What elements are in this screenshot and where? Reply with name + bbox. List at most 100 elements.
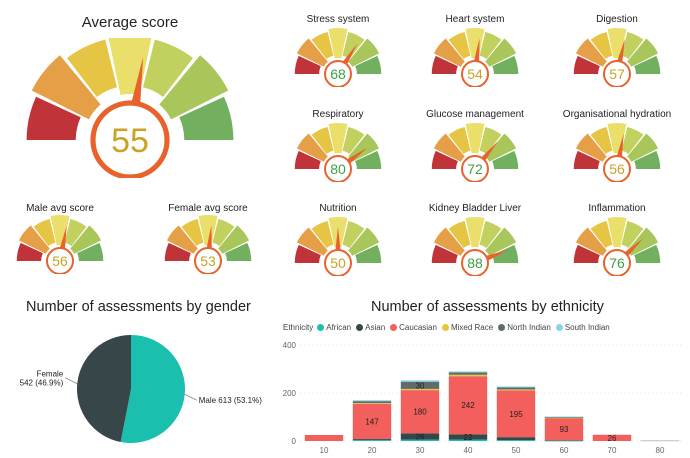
bar-segment-south-indian	[544, 416, 584, 418]
bar-segment-mixed-race	[544, 417, 584, 419]
gauge-band-segment	[433, 133, 465, 162]
gauge-band-segment	[634, 55, 661, 74]
gauge-value: 68	[330, 66, 346, 82]
gauge-band-segment	[485, 38, 517, 67]
x-tick-label: 70	[608, 446, 617, 455]
gauge-value: 54	[467, 66, 483, 82]
legend-item[interactable]: Asian	[356, 323, 385, 332]
gauge-value: 72	[467, 161, 483, 177]
gauge-band-segment	[492, 150, 519, 169]
gauge-band-segment	[26, 96, 81, 140]
gauge-band-segment	[348, 38, 380, 67]
gauge-band-segment	[573, 244, 600, 263]
pie-label: Male 613 (53.1%)	[199, 396, 262, 405]
legend-label: South Indian	[564, 323, 610, 332]
gauge-hub	[461, 155, 489, 182]
gauge-band-segment	[212, 219, 235, 247]
gauge-band-segment	[492, 244, 519, 263]
gauge-band-segment	[179, 96, 234, 140]
gauge-value: 50	[330, 255, 346, 271]
gauge-band-segment	[311, 32, 334, 60]
gauge-band-segment	[465, 123, 485, 154]
legend-swatch	[441, 324, 449, 331]
gauge-band-segment	[311, 127, 334, 155]
inflammation-gauge: 76	[573, 217, 661, 276]
system-gauge-title: Heart system	[445, 14, 505, 25]
gauge-band-segment	[355, 55, 382, 74]
legend-swatch	[356, 324, 364, 331]
gauge-value: 56	[609, 161, 625, 177]
gauge-band-segment	[431, 150, 458, 169]
legend-label: Asian	[365, 323, 386, 332]
gauge-band-segment	[143, 39, 194, 97]
pie-leader-line	[184, 393, 197, 401]
gauge-band-segment	[575, 227, 607, 256]
glucose-management-gauge: 72	[431, 123, 519, 182]
gauge-hub	[194, 247, 222, 274]
bar-segment-mixed-race	[352, 403, 392, 404]
female-gauge-title: Female avg score	[168, 203, 248, 214]
legend-swatch	[555, 324, 563, 331]
legend-label: African	[326, 323, 352, 332]
legend-item[interactable]: South Indian	[555, 323, 610, 332]
gauge-band-segment	[355, 150, 382, 169]
bar-segment-south-indian	[400, 380, 440, 382]
gauge-band-segment	[573, 55, 600, 74]
bar-segment-caucasian	[496, 390, 536, 438]
gauge-band-segment	[573, 150, 600, 169]
gauge-band-segment	[164, 242, 191, 261]
legend-title: Ethnicity	[283, 323, 314, 332]
gauge-band-segment	[294, 244, 321, 263]
heart-system-gauge: 54	[431, 28, 519, 87]
bar-segment-african	[400, 439, 440, 441]
y-tick-label: 400	[283, 341, 297, 350]
bar-segment-north-indian	[400, 381, 440, 389]
bar-segment-african	[544, 440, 584, 442]
x-tick-label: 40	[464, 446, 473, 455]
bar-segment-caucasian	[544, 417, 584, 441]
gauge-hub	[603, 249, 631, 276]
legend-item[interactable]: Mixed Race	[441, 323, 494, 332]
gender-pie-chart: Male 613 (53.1%) Female 542 (46.9%)	[20, 335, 262, 443]
bar-segment-caucasian	[352, 403, 392, 440]
bar-segment-asian	[544, 440, 584, 441]
system-gauge-title: Respiratory	[312, 109, 364, 120]
stress-system-gauge: 68	[294, 28, 382, 87]
legend-item[interactable]: African	[317, 323, 351, 332]
gauge-band-segment	[294, 150, 321, 169]
bar-segment-asian	[352, 439, 392, 441]
legend-label: Mixed Race	[450, 323, 494, 332]
gauge-band-segment	[431, 55, 458, 74]
data-label: 30	[416, 381, 425, 390]
gauge-band-segment	[621, 32, 644, 60]
legend-label: North Indian	[507, 323, 551, 332]
x-tick-label: 80	[656, 446, 665, 455]
gauge-band-segment	[70, 225, 102, 254]
system-gauge-title: Organisational hydration	[562, 109, 672, 120]
bar-segment-caucasian	[400, 390, 440, 434]
bar-chart-legend: Ethnicity African Asian Caucasian Mixed Rac…	[283, 323, 615, 332]
gauge-band-segment	[448, 221, 471, 249]
pie-slice-female	[77, 335, 131, 442]
gauge-value: 88	[467, 255, 483, 271]
gauge-band-segment	[485, 133, 517, 162]
gauge-band-segment	[634, 150, 661, 169]
legend-item[interactable]: North Indian	[498, 323, 551, 332]
bar-segment-north-indian	[496, 387, 536, 390]
bar-segment-mixed-race	[448, 374, 488, 377]
gauge-value: 80	[330, 161, 346, 177]
gauge-band-segment	[355, 244, 382, 263]
gauge-band-segment	[64, 219, 87, 247]
system-gauge-title: Nutrition	[319, 203, 357, 214]
bar-segment-african	[352, 440, 392, 441]
gauge-band-segment	[485, 227, 517, 256]
gauge-hub	[461, 249, 489, 276]
gauge-band-segment	[621, 221, 644, 249]
pie-chart-title: Number of assessments by gender	[26, 299, 251, 315]
legend-item[interactable]: Caucasian	[390, 323, 437, 332]
organisational-hydration-gauge: 56	[573, 123, 661, 182]
bar-segment-asian	[496, 437, 536, 441]
gauge-band-segment	[296, 38, 328, 67]
gauge-hub	[603, 60, 631, 87]
y-tick-label: 200	[283, 389, 297, 398]
